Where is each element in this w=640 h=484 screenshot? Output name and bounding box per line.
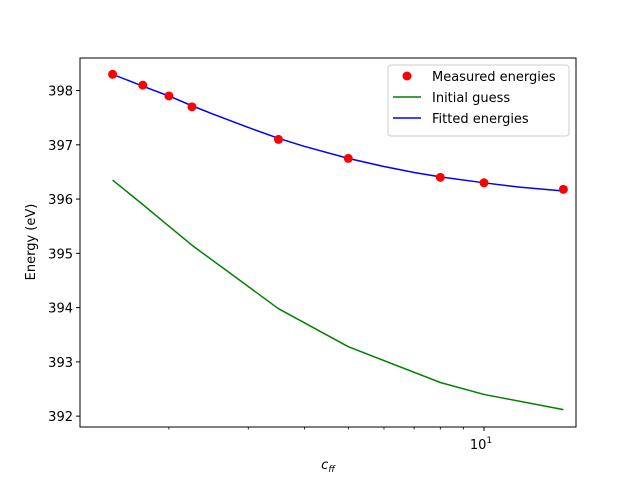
series-point-0-0	[108, 69, 118, 79]
y-tick-label-1: 393	[48, 356, 73, 371]
series-point-0-1	[138, 80, 148, 90]
plot-area-frame	[79, 57, 577, 428]
legend-label-1: Initial guess	[432, 91, 510, 106]
legend-label-2: Fitted energies	[432, 112, 529, 127]
legend: Measured energies Initial guess Fitted ene…	[387, 64, 570, 137]
y-tick-label-3: 395	[48, 247, 73, 262]
series-point-0-7	[479, 178, 489, 188]
x-axis-label-main: c	[321, 458, 328, 473]
ticks-layer: 392 393 394 395 396 397 398 101	[48, 85, 492, 453]
y-tick-label-6: 398	[48, 85, 73, 100]
y-axis-label: Energy (eV)	[24, 204, 39, 281]
y-tick-label-5: 397	[48, 139, 73, 154]
series-layer	[108, 69, 568, 411]
y-tick-label-2: 394	[48, 302, 73, 317]
legend-label-0: Measured energies	[432, 70, 556, 85]
series-point-0-4	[273, 134, 283, 144]
series-point-0-3	[187, 102, 197, 112]
series-point-0-2	[164, 91, 174, 101]
x-axis-label: cff	[321, 458, 336, 475]
series-point-0-6	[435, 172, 445, 182]
series-line-2	[112, 73, 564, 192]
series-point-0-8	[558, 184, 568, 194]
series-point-0-5	[343, 153, 353, 163]
legend-box	[387, 64, 570, 137]
y-tick-label-4: 396	[48, 193, 73, 208]
y-tick-label-0: 392	[48, 410, 73, 425]
x-axis-label-subscript: ff	[328, 465, 336, 475]
series-line-1	[112, 179, 564, 411]
legend-marker-0	[402, 71, 412, 81]
x-tick-label-0: 101	[470, 436, 492, 453]
